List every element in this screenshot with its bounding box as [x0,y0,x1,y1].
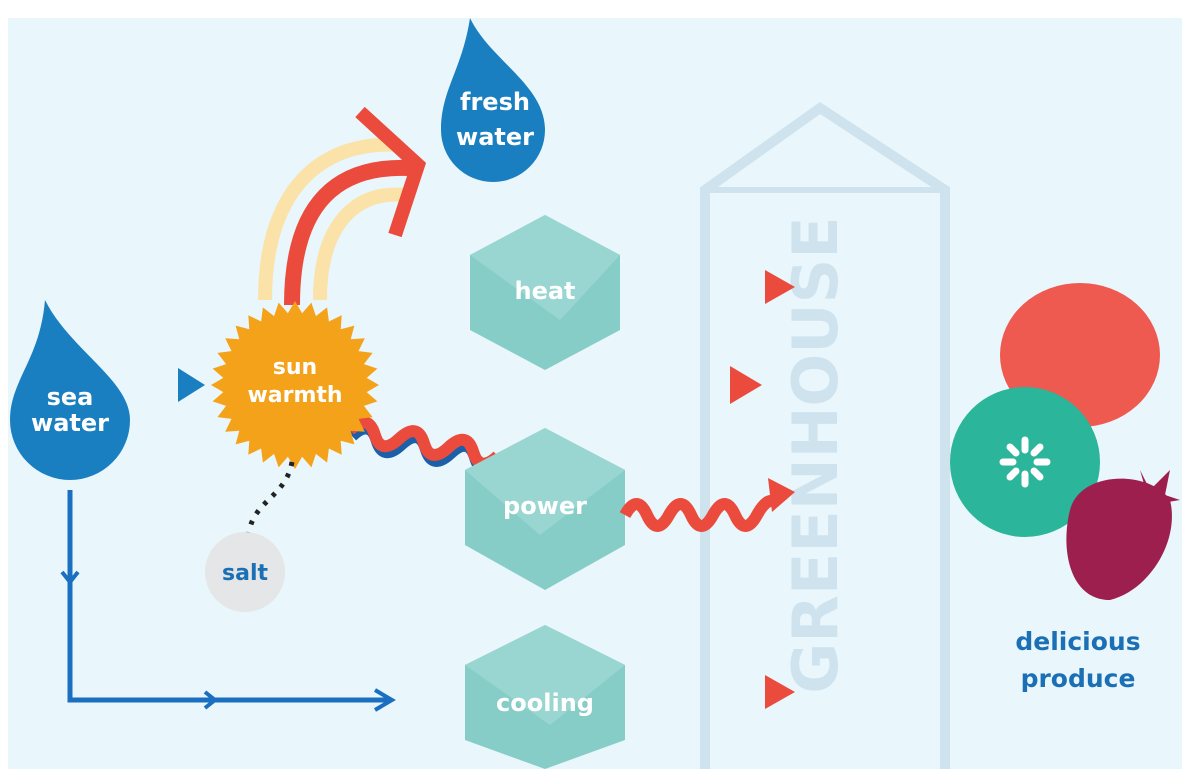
produce-label: produce [1021,664,1136,693]
heat-arrowhead [765,270,795,304]
power-wave [345,416,502,470]
pipe-arrows [60,570,396,712]
cucumber [950,387,1100,537]
sun-label: warmth [247,383,342,408]
power-out-wave [619,494,784,532]
sea-water-drop [10,300,130,480]
cooling-label: cooling [496,689,594,717]
produce-label: delicious [1015,627,1140,656]
power-arrowhead [768,478,795,512]
sea-water-label: sea [47,383,94,411]
tomato-stem [1060,283,1112,312]
heat-node [470,215,620,370]
warm-arc [313,187,406,301]
warm-arc [258,137,401,301]
salt-circle [205,532,285,612]
fresh-water-label: water [456,123,534,151]
sun-label: sun [273,355,317,380]
vapor-arrowhead [355,106,427,238]
raspberry-leaves [1140,470,1180,505]
cooling-pipe [67,490,390,703]
heat-label: heat [514,277,575,305]
power-label: power [503,492,587,520]
power-node [465,428,625,590]
warmth-arrowhead [730,366,762,404]
cucumber-seeds [999,436,1051,488]
intake-arrowhead [178,368,205,402]
raspberry [1066,478,1172,600]
fresh-water-drop [441,18,545,182]
salt-label: salt [222,561,268,586]
cooling-node [465,625,625,769]
sun [211,301,379,469]
greenhouse-label: GREENHOUSE [779,216,852,693]
vapor-arrow [284,159,411,306]
fresh-water-label: fresh [460,88,530,116]
sea-water-label: water [31,409,109,437]
cooling-arrowhead [765,675,795,709]
